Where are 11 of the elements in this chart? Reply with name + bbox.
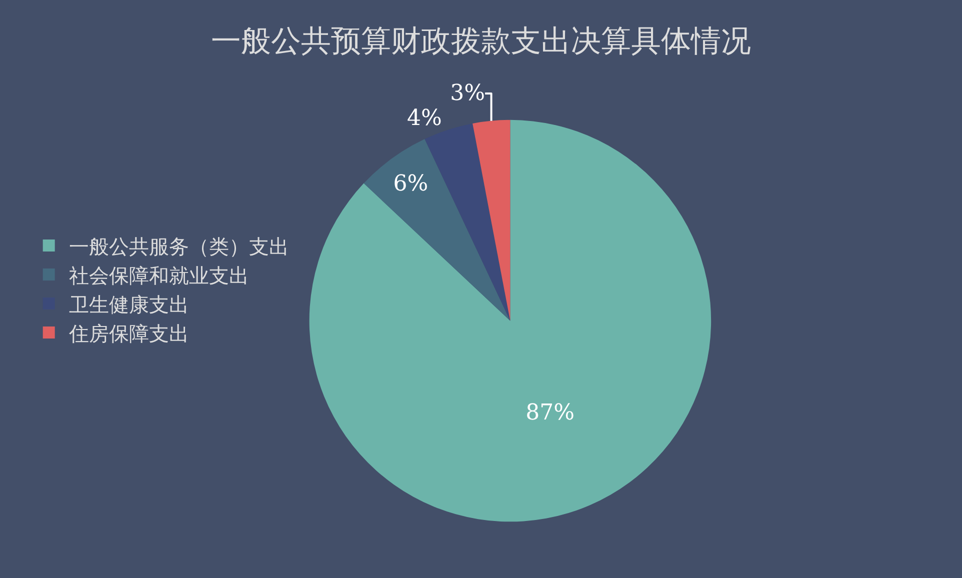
chart-title: 一般公共预算财政拨款支出决算具体情况 [211, 24, 751, 59]
legend-label: 一般公共服务（类）支出 [68, 234, 289, 258]
legend-label: 社会保障和就业支出 [68, 263, 249, 288]
pie-slice [472, 120, 510, 321]
data-label: 3% [450, 80, 486, 106]
pie-slice [364, 139, 510, 321]
data-label: 87% [526, 400, 575, 426]
data-label: 6% [393, 171, 428, 196]
legend-label: 卫生健康支出 [68, 292, 189, 316]
legend-label: 住房保障支出 [68, 321, 189, 346]
data-label: 4% [406, 106, 442, 131]
